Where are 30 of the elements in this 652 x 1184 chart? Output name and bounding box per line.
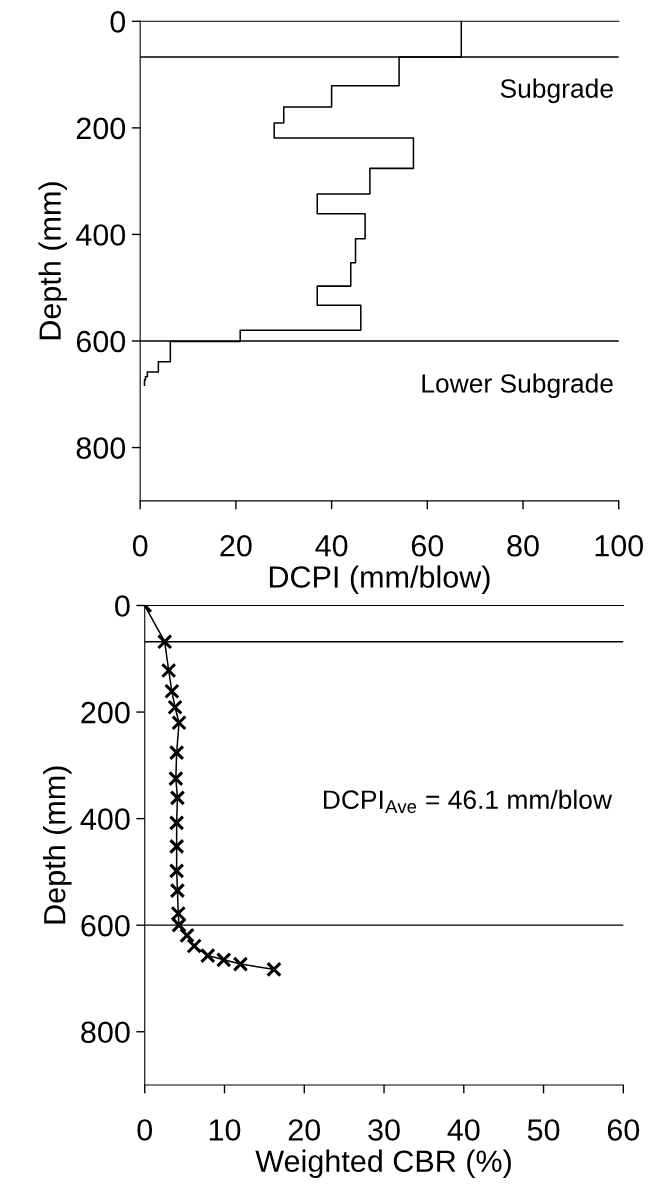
annotation: Lower Subgrade: [422, 373, 613, 399]
y-axis-title: Depth (mm): [38, 182, 67, 340]
x-axis-title: DCPI (mm/blow): [269, 565, 490, 594]
x-tick-label: 20: [288, 1119, 321, 1141]
y-tick-label: 200: [76, 117, 126, 140]
x-tick-label: 60: [411, 534, 444, 557]
y-tick-label: 800: [76, 437, 126, 459]
y-tick-label: 0: [115, 595, 130, 617]
x-tick-label: 80: [507, 534, 539, 557]
y-axis-title: Depth (mm): [43, 766, 72, 924]
y-tick-label: 600: [76, 330, 126, 353]
annotation: Subgrade: [500, 78, 613, 104]
x-tick-label: 20: [220, 534, 252, 557]
x-tick-label: 0: [132, 534, 148, 557]
y-tick-label: 200: [81, 701, 130, 724]
y-tick-label: 0: [110, 11, 126, 33]
y-tick-label: 800: [81, 1021, 130, 1044]
x-tick-label: 40: [447, 1119, 480, 1141]
annotation: DCPI$_{Ave}$ = 46.1 mm/blow: [323, 789, 613, 814]
x-tick-label: 0: [137, 1119, 153, 1141]
x-tick-label: 30: [368, 1119, 400, 1141]
x-axis-title: Weighted CBR (%): [255, 1149, 511, 1179]
y-tick-label: 600: [81, 914, 130, 937]
x-tick-label: 60: [607, 1119, 640, 1141]
x-tick-label: 40: [315, 534, 348, 557]
x-tick-label: 100: [595, 534, 644, 557]
x-tick-label: 50: [527, 1119, 560, 1141]
y-tick-label: 400: [80, 808, 130, 830]
y-tick-label: 400: [76, 224, 126, 246]
x-tick-label: 10: [209, 1119, 241, 1141]
